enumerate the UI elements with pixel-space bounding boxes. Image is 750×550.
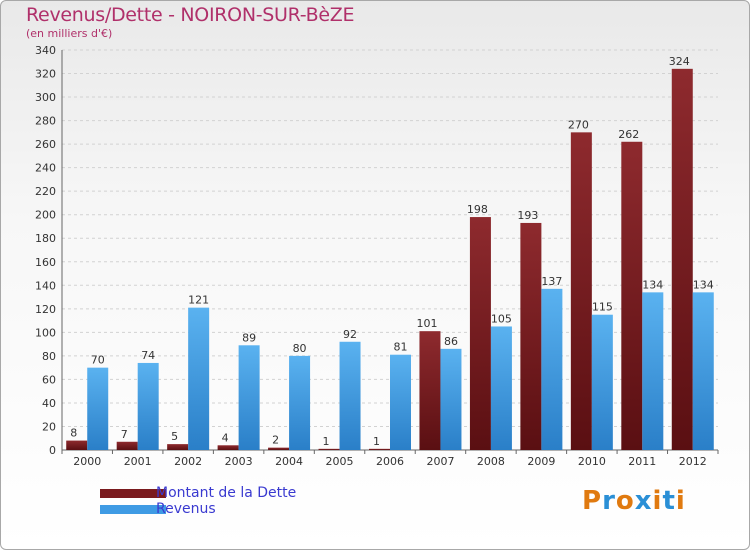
value-label-dette: 8 [70, 427, 77, 440]
value-label-revenus: 115 [592, 301, 613, 314]
y-tick-label: 180 [35, 232, 56, 245]
value-label-dette: 193 [517, 209, 538, 222]
x-tick-label: 2004 [275, 455, 303, 468]
bar-revenus [490, 326, 512, 450]
value-label-revenus: 70 [91, 354, 105, 367]
x-tick-label: 2008 [477, 455, 505, 468]
bar-dette [671, 68, 693, 450]
logo-letter: i [675, 486, 686, 516]
bar-dette [167, 444, 189, 450]
bar-dette [419, 331, 441, 450]
bar-dette [318, 448, 340, 450]
bar-dette [520, 222, 542, 450]
logo-letter: t [662, 486, 676, 516]
bar-revenus [692, 292, 714, 450]
bar-revenus [87, 367, 109, 450]
x-tick-label: 2010 [578, 455, 606, 468]
y-tick-label: 300 [35, 91, 56, 104]
y-tick-label: 240 [35, 162, 56, 175]
value-label-dette: 7 [121, 428, 128, 441]
value-label-dette: 324 [669, 55, 690, 68]
bar-dette [66, 440, 88, 450]
value-label-revenus: 74 [141, 349, 155, 362]
legend-swatch-dette [100, 489, 166, 498]
y-tick-label: 220 [35, 185, 56, 198]
x-tick-label: 2003 [225, 455, 253, 468]
logo-letter: o [615, 486, 635, 516]
y-tick-label: 0 [49, 444, 56, 457]
bar-dette [570, 132, 592, 450]
logo-letter: P [582, 486, 603, 516]
y-tick-label: 200 [35, 209, 56, 222]
x-tick-label: 2006 [376, 455, 404, 468]
bar-revenus [137, 362, 159, 450]
bar-revenus [188, 307, 210, 450]
x-tick-label: 2001 [124, 455, 152, 468]
value-label-dette: 1 [323, 435, 330, 448]
bar-revenus [440, 348, 462, 450]
chart-title: Revenus/Dette - NOIRON-SUR-BèZE [26, 4, 355, 26]
bar-dette [621, 141, 643, 450]
bar-dette [116, 441, 138, 450]
bar-revenus [591, 314, 613, 450]
bar-revenus [289, 355, 311, 450]
y-tick-label: 80 [42, 350, 56, 363]
value-label-dette: 262 [618, 128, 639, 141]
y-tick-label: 280 [35, 115, 56, 128]
y-tick-label: 140 [35, 279, 56, 292]
y-tick-label: 340 [35, 44, 56, 57]
x-tick-label: 2007 [426, 455, 454, 468]
bar-dette [268, 447, 290, 450]
y-tick-label: 60 [42, 373, 56, 386]
y-tick-label: 120 [35, 303, 56, 316]
y-tick-label: 160 [35, 256, 56, 269]
logo-letter: r [602, 486, 616, 516]
bar-dette [217, 445, 239, 450]
bar-revenus [541, 288, 563, 450]
x-tick-label: 2000 [73, 455, 101, 468]
logo-letter: x [634, 486, 653, 516]
bar-revenus [390, 354, 411, 450]
logo-letter: i [652, 486, 663, 516]
x-tick-label: 2002 [174, 455, 202, 468]
bar-dette [369, 448, 390, 450]
y-tick-label: 260 [35, 138, 56, 151]
value-label-revenus: 92 [343, 328, 357, 341]
value-label-revenus: 134 [693, 278, 714, 291]
value-label-revenus: 80 [293, 342, 307, 355]
legend-swatch-revenus [100, 505, 166, 514]
x-tick-label: 2005 [326, 455, 354, 468]
value-label-revenus: 89 [242, 331, 256, 344]
value-label-revenus: 81 [394, 341, 408, 354]
value-label-revenus: 121 [188, 294, 209, 307]
value-label-dette: 4 [222, 431, 229, 444]
x-tick-label: 2009 [527, 455, 555, 468]
bar-revenus [238, 345, 260, 450]
value-label-dette: 198 [467, 203, 488, 216]
y-tick-label: 100 [35, 326, 56, 339]
x-tick-label: 2012 [679, 455, 707, 468]
chart-subtitle: (en milliers d'€) [26, 27, 113, 40]
y-tick-label: 320 [35, 68, 56, 81]
value-label-dette: 5 [171, 430, 178, 443]
bar-revenus [339, 341, 361, 450]
y-tick-label: 40 [42, 397, 56, 410]
x-tick-label: 2011 [628, 455, 656, 468]
value-label-dette: 101 [416, 317, 437, 330]
legend-label-revenus: Revenus [156, 501, 216, 517]
value-label-revenus: 86 [444, 335, 458, 348]
value-label-revenus: 137 [541, 275, 562, 288]
value-label-dette: 1 [373, 435, 380, 448]
bar-revenus [642, 292, 664, 450]
y-tick-label: 20 [42, 420, 56, 433]
value-label-revenus: 134 [642, 278, 663, 291]
value-label-revenus: 105 [491, 312, 512, 325]
proxiti-logo: Proxiti [582, 486, 686, 516]
value-label-dette: 270 [568, 118, 589, 131]
legend-label-dette: Montant de la Dette [156, 485, 297, 501]
value-label-dette: 2 [272, 434, 279, 447]
bar-dette [469, 217, 491, 450]
